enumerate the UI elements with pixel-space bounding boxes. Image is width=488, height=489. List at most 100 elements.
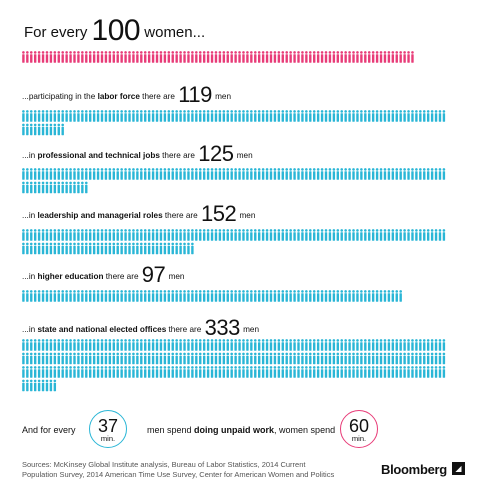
man-icon — [22, 229, 25, 241]
women-minutes-circle: 60 min. — [340, 410, 378, 448]
man-icon — [22, 379, 25, 392]
man-icon — [61, 352, 64, 365]
man-icon — [45, 181, 49, 194]
man-icon — [387, 352, 391, 365]
man-icon — [340, 352, 344, 365]
man-icon — [273, 110, 277, 122]
man-icon — [320, 110, 324, 122]
man-icon — [100, 242, 104, 255]
man-icon — [379, 339, 383, 351]
man-icon — [312, 290, 316, 302]
man-icon — [88, 290, 92, 302]
man-icon — [128, 352, 131, 365]
woman-icon — [195, 51, 198, 63]
man-icon — [77, 339, 80, 351]
man-icon — [242, 339, 245, 351]
man-icon — [375, 168, 379, 180]
man-icon — [316, 229, 320, 241]
man-icon — [136, 290, 139, 302]
man-icon — [69, 181, 72, 194]
woman-icon — [242, 51, 245, 63]
man-icon — [198, 229, 202, 241]
man-icon — [348, 352, 351, 365]
man-icon — [281, 290, 285, 302]
man-icon — [312, 352, 316, 365]
man-icon — [132, 242, 135, 255]
man-icon — [26, 229, 29, 241]
woman-icon — [348, 51, 351, 63]
man-icon — [187, 168, 190, 180]
man-icon — [171, 290, 175, 302]
man-icon — [210, 110, 214, 122]
man-icon — [49, 110, 53, 122]
headline: For every 100 women... — [24, 14, 205, 48]
man-icon — [163, 242, 167, 255]
woman-icon — [308, 51, 312, 63]
man-icon — [234, 290, 237, 302]
man-icon — [73, 168, 76, 180]
man-icon — [230, 168, 233, 180]
man-icon — [81, 366, 84, 378]
man-icon — [214, 110, 218, 122]
man-icon — [324, 110, 328, 122]
man-icon — [379, 168, 383, 180]
man-icon — [438, 352, 442, 365]
man-icon — [175, 339, 178, 351]
man-icon — [37, 339, 41, 351]
man-icon — [253, 352, 257, 365]
man-icon — [163, 229, 167, 241]
man-icon — [37, 168, 41, 180]
woman-icon — [33, 51, 37, 63]
woman-icon — [269, 51, 273, 63]
man-icon — [328, 168, 332, 180]
man-icon — [297, 168, 300, 180]
man-icon — [198, 339, 202, 351]
man-icon — [202, 110, 206, 122]
man-icon — [438, 366, 442, 378]
man-icon — [140, 352, 143, 365]
man-icon — [387, 339, 391, 351]
man-icon — [92, 110, 96, 122]
man-icon — [226, 290, 230, 302]
man-icon — [312, 339, 316, 351]
man-icon — [320, 168, 324, 180]
man-icon — [308, 339, 312, 351]
man-icon — [375, 366, 379, 378]
man-icon — [222, 110, 226, 122]
man-icon — [336, 339, 340, 351]
man-icon — [407, 366, 410, 378]
man-icon — [159, 290, 163, 302]
man-icon — [65, 366, 68, 378]
man-icon — [61, 242, 64, 255]
man-icon — [104, 168, 108, 180]
man-icon — [112, 110, 116, 122]
man-icon — [29, 123, 33, 136]
man-icon — [57, 339, 61, 351]
man-icon — [285, 229, 289, 241]
row-value: 119 — [178, 82, 212, 107]
man-icon — [183, 229, 186, 241]
man-icon — [395, 339, 399, 351]
man-icon — [356, 168, 359, 180]
man-icon — [73, 290, 76, 302]
man-icon — [61, 168, 64, 180]
man-icon — [41, 352, 45, 365]
man-icon — [73, 366, 76, 378]
woman-icon — [26, 51, 29, 63]
man-icon — [391, 352, 395, 365]
man-icon — [29, 366, 33, 378]
man-icon — [26, 339, 29, 351]
row-unit: men — [168, 272, 185, 281]
man-icon — [226, 229, 230, 241]
man-icon — [128, 339, 131, 351]
man-icon — [332, 229, 336, 241]
woman-icon — [92, 51, 96, 63]
man-icon — [403, 110, 406, 122]
man-icon — [364, 366, 367, 378]
man-icon — [371, 168, 375, 180]
man-icon — [92, 290, 96, 302]
man-icon — [112, 168, 116, 180]
man-icon — [147, 352, 151, 365]
man-icon — [167, 290, 171, 302]
man-icon — [92, 242, 96, 255]
